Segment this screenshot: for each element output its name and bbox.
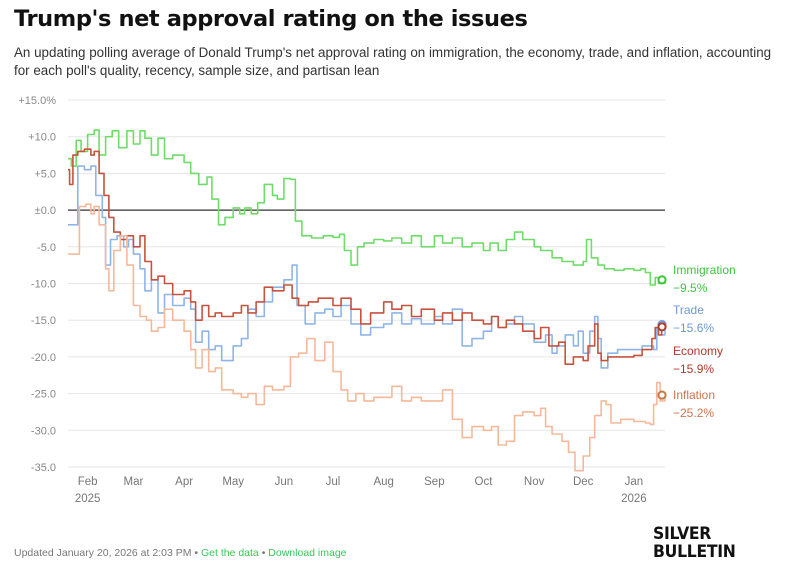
y-tick-label: -5.0 [37,242,56,254]
silver-bulletin-logo: SILVER BULLETIN [653,525,736,561]
y-tick-label: -10.0 [31,279,56,291]
footer: Updated January 20, 2026 at 2:03 PM • Ge… [14,547,347,559]
series-label-economy: Economy [673,344,723,358]
end-point-economy [657,322,667,332]
y-tick-label: +15.0% [18,95,56,107]
series-value-immigration: −9.5% [673,281,708,295]
series-line-immigration [68,129,666,286]
y-tick-label: -25.0 [31,389,56,401]
get-data-link[interactable]: Get the data [200,547,259,559]
footer-separator: • [191,547,201,559]
series-line-economy [68,148,666,365]
footer-separator: • [258,547,269,559]
x-tick-label: Oct [475,476,494,488]
x-tick-label: Feb [78,476,98,488]
x-tick-label: Dec [573,476,594,488]
series-value-economy: −15.9% [673,362,714,376]
logo-line: BULLETIN [653,542,736,562]
series-label-inflation: Inflation [673,388,715,402]
logo-line: SILVER [653,524,712,544]
x-tick-label: Jan [625,476,644,488]
y-tick-label: +10.0 [28,132,56,144]
y-tick-label: -35.0 [31,462,56,474]
updated-timestamp: Updated January 20, 2026 at 2:03 PM [14,547,192,559]
y-tick-label: -20.0 [31,352,56,364]
x-tick-label: Mar [124,476,144,488]
y-tick-label: -15.0 [31,315,56,327]
series-value-inflation: −25.2% [673,406,714,420]
series-label-immigration: Immigration [673,263,736,277]
series-line-inflation [68,203,666,472]
end-point-inflation [657,390,667,400]
chart-subtitle: An updating polling average of Donald Tr… [14,45,772,78]
x-tick-label: Nov [524,476,545,488]
x-tick-label: May [222,476,244,488]
x-tick-label: Jul [326,476,341,488]
download-image-link[interactable]: Download image [268,547,347,559]
y-tick-label: ±0.0 [35,205,56,217]
x-tick-year-label: 2025 [75,493,101,505]
page-title: Trump's net approval rating on the issue… [14,6,528,32]
x-tick-label: Jun [275,476,294,488]
y-tick-label: +5.0 [34,168,56,180]
series-label-trade: Trade [673,303,704,317]
end-point-immigration [657,275,667,285]
x-tick-label: Sep [424,476,444,488]
x-tick-label: Apr [175,476,193,488]
x-tick-label: Aug [373,476,393,488]
y-tick-label: -30.0 [31,425,56,437]
x-tick-year-label: 2026 [621,493,647,505]
series-line-trade [68,165,666,369]
series-value-trade: −15.6% [673,321,714,335]
